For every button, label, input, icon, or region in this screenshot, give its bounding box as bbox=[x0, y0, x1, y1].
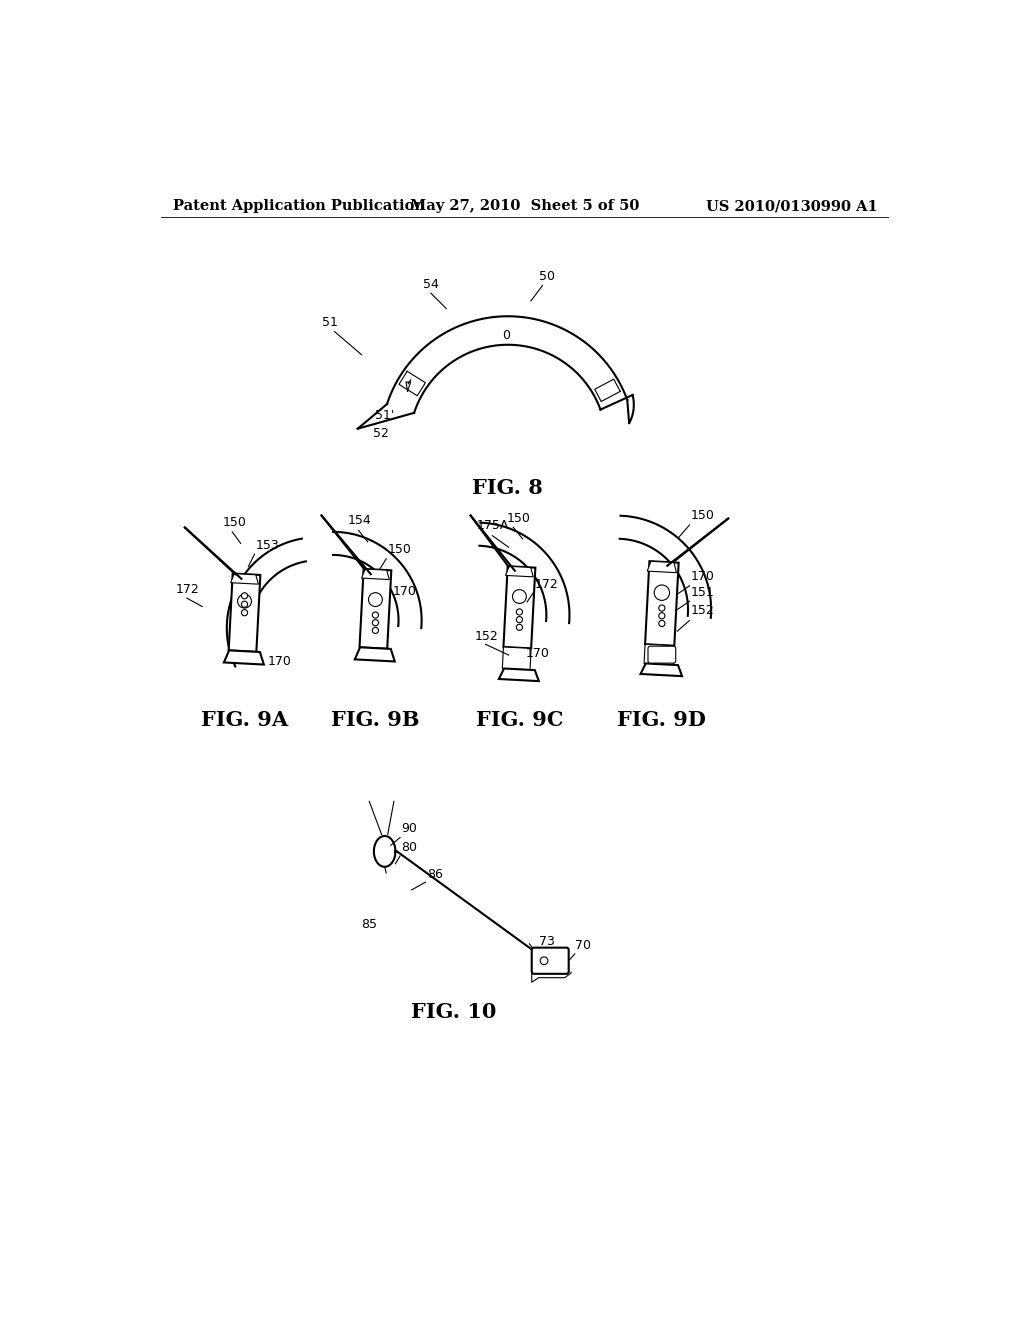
Polygon shape bbox=[228, 573, 260, 652]
Text: 73: 73 bbox=[539, 936, 555, 948]
Text: 150: 150 bbox=[691, 508, 715, 521]
Circle shape bbox=[654, 585, 670, 601]
Text: FIG. 9D: FIG. 9D bbox=[617, 710, 707, 730]
Text: 150: 150 bbox=[388, 544, 412, 557]
Text: 172: 172 bbox=[175, 583, 199, 597]
Polygon shape bbox=[354, 647, 395, 661]
Text: 50: 50 bbox=[539, 271, 555, 282]
Text: 172: 172 bbox=[535, 578, 558, 591]
Text: 52: 52 bbox=[373, 428, 389, 440]
Text: May 27, 2010  Sheet 5 of 50: May 27, 2010 Sheet 5 of 50 bbox=[411, 199, 639, 213]
Text: 154: 154 bbox=[348, 515, 372, 527]
Text: 70: 70 bbox=[574, 940, 591, 952]
Text: 150: 150 bbox=[507, 512, 531, 525]
Circle shape bbox=[373, 612, 379, 618]
Polygon shape bbox=[504, 566, 536, 648]
Text: FIG. 10: FIG. 10 bbox=[412, 1002, 497, 1022]
Text: 54: 54 bbox=[423, 277, 439, 290]
Text: 90: 90 bbox=[401, 822, 418, 836]
FancyBboxPatch shape bbox=[531, 948, 568, 974]
Circle shape bbox=[516, 609, 522, 615]
Polygon shape bbox=[224, 651, 264, 664]
Polygon shape bbox=[230, 574, 258, 585]
Polygon shape bbox=[645, 561, 679, 645]
Polygon shape bbox=[644, 644, 674, 665]
Text: 0: 0 bbox=[503, 330, 510, 342]
Text: 170: 170 bbox=[691, 570, 715, 583]
Text: FIG. 9C: FIG. 9C bbox=[476, 710, 563, 730]
Text: 152: 152 bbox=[691, 605, 715, 618]
Polygon shape bbox=[503, 647, 531, 671]
Text: 151: 151 bbox=[691, 586, 715, 599]
Circle shape bbox=[369, 593, 382, 607]
Circle shape bbox=[242, 593, 248, 599]
Circle shape bbox=[658, 620, 665, 627]
Text: 170: 170 bbox=[525, 647, 550, 660]
Circle shape bbox=[516, 624, 522, 631]
Circle shape bbox=[541, 957, 548, 965]
Text: 150: 150 bbox=[223, 516, 247, 529]
Text: 51': 51' bbox=[376, 409, 395, 421]
Text: 170: 170 bbox=[267, 655, 292, 668]
Text: FIG. 9B: FIG. 9B bbox=[331, 710, 420, 730]
Polygon shape bbox=[641, 664, 682, 676]
Text: Patent Application Publication: Patent Application Publication bbox=[173, 199, 425, 213]
Circle shape bbox=[512, 590, 526, 603]
Text: 170: 170 bbox=[392, 585, 416, 598]
Polygon shape bbox=[359, 569, 391, 649]
Text: 152: 152 bbox=[475, 630, 499, 643]
FancyBboxPatch shape bbox=[648, 647, 676, 663]
Circle shape bbox=[658, 605, 665, 611]
Polygon shape bbox=[499, 668, 539, 681]
Text: 175A: 175A bbox=[477, 519, 509, 532]
Circle shape bbox=[238, 594, 252, 609]
Text: 153: 153 bbox=[255, 539, 280, 552]
Circle shape bbox=[658, 612, 665, 619]
Polygon shape bbox=[647, 561, 677, 573]
Text: 51: 51 bbox=[322, 317, 337, 329]
Text: 80: 80 bbox=[401, 841, 418, 854]
Polygon shape bbox=[361, 569, 389, 579]
Circle shape bbox=[242, 610, 248, 615]
Text: FIG. 8: FIG. 8 bbox=[472, 478, 544, 498]
Circle shape bbox=[242, 601, 248, 607]
Circle shape bbox=[373, 619, 379, 626]
Circle shape bbox=[373, 627, 379, 634]
Polygon shape bbox=[506, 566, 534, 577]
Text: 85: 85 bbox=[361, 919, 378, 932]
Circle shape bbox=[516, 616, 522, 623]
Text: 86: 86 bbox=[427, 869, 443, 882]
Text: FIG. 9A: FIG. 9A bbox=[201, 710, 288, 730]
Text: US 2010/0130990 A1: US 2010/0130990 A1 bbox=[706, 199, 878, 213]
